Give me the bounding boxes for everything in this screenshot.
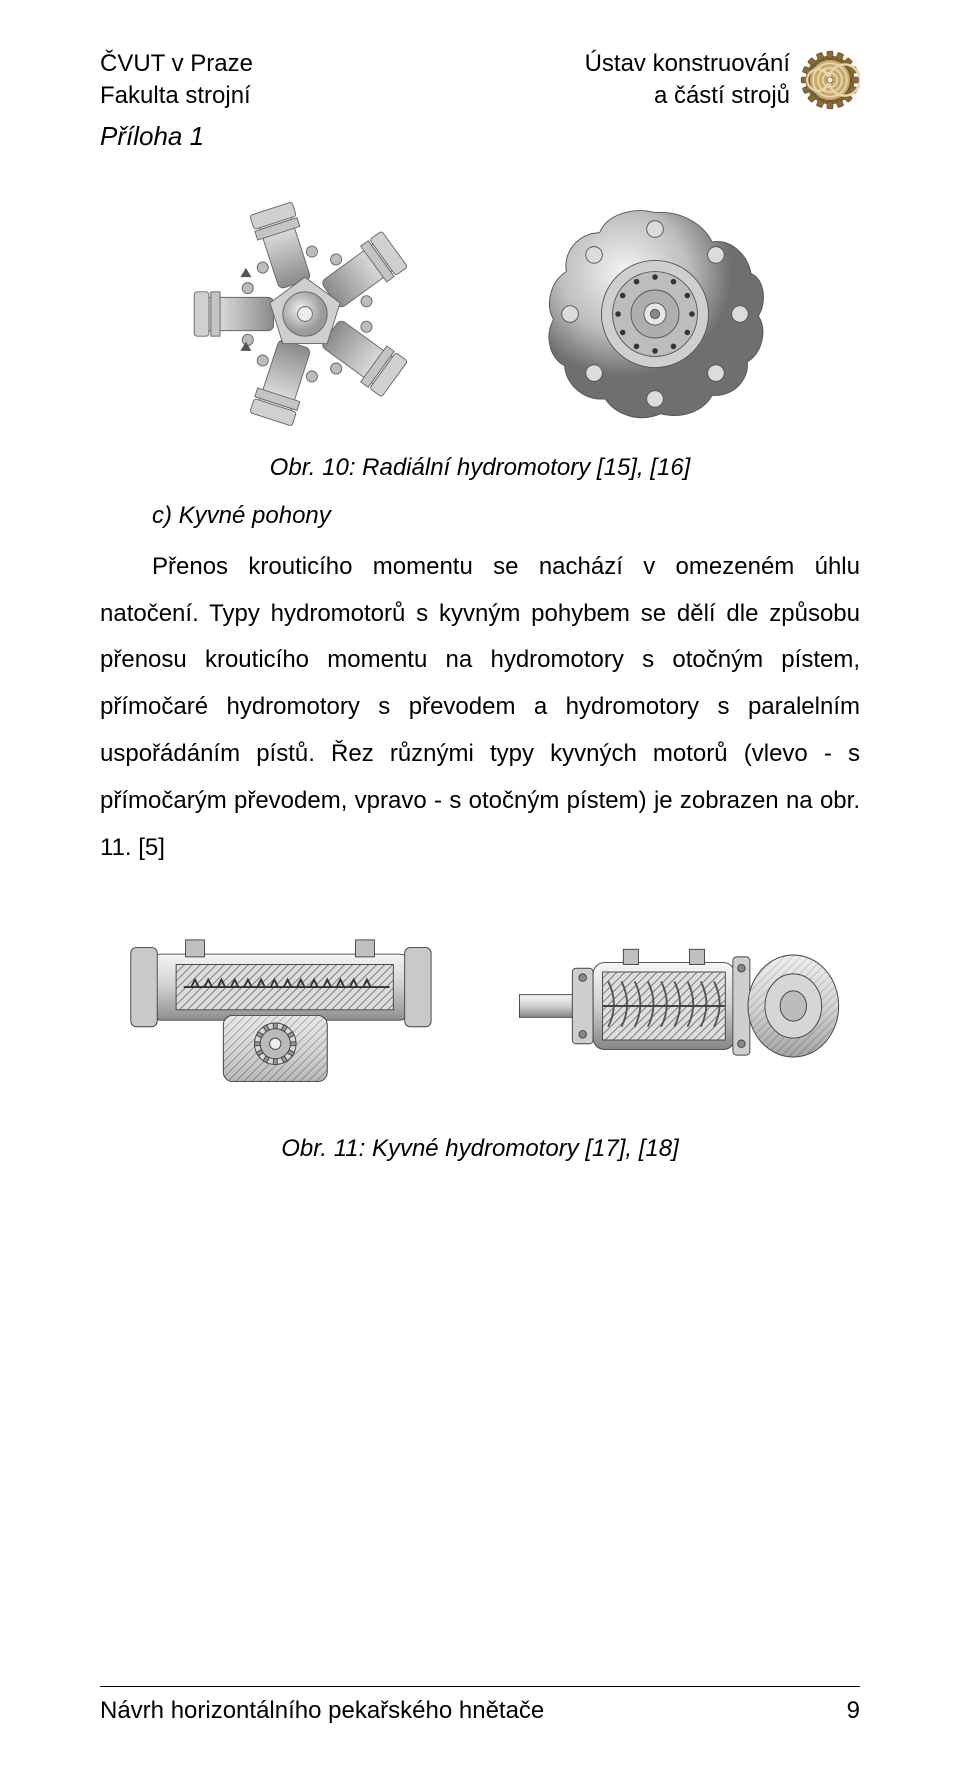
- page: ČVUT v Praze Fakulta strojní Příloha 1 Ú…: [0, 0, 960, 1773]
- footer-title: Návrh horizontálního pekařského hnětače: [100, 1697, 544, 1725]
- body-paragraph: Přenos krouticího momentu se nachází v o…: [100, 544, 860, 872]
- figure-10-left: [185, 194, 425, 434]
- gear-logo-icon: [800, 50, 860, 110]
- figure-10-caption: Obr. 10: Radiální hydromotory [15], [16]: [100, 454, 860, 482]
- header-left: ČVUT v Praze Fakulta strojní Příloha 1: [100, 48, 253, 154]
- header-right: Ústav konstruování a částí strojů: [585, 48, 860, 113]
- figure-10-right: [535, 194, 775, 434]
- appendix-title: Příloha 1: [100, 119, 253, 154]
- page-number: 9: [847, 1697, 860, 1725]
- figure-11-right: [510, 901, 850, 1111]
- university-name: ČVUT v Praze: [100, 48, 253, 80]
- figure-11-caption: Obr. 11: Kyvné hydromotory [17], [18]: [100, 1135, 860, 1163]
- institute-sub: a částí strojů: [585, 80, 790, 112]
- header-right-text: Ústav konstruování a částí strojů: [585, 48, 790, 113]
- footer-rule: [100, 1686, 860, 1687]
- institute-name: Ústav konstruování: [585, 48, 790, 80]
- figure-10-row: [100, 194, 860, 434]
- page-header: ČVUT v Praze Fakulta strojní Příloha 1 Ú…: [100, 48, 860, 154]
- subheading-c: c) Kyvné pohony: [152, 502, 860, 530]
- figure-11-left: [110, 901, 450, 1111]
- figure-11-row: [100, 901, 860, 1111]
- page-footer: Návrh horizontálního pekařského hnětače …: [100, 1697, 860, 1725]
- faculty-name: Fakulta strojní: [100, 80, 253, 112]
